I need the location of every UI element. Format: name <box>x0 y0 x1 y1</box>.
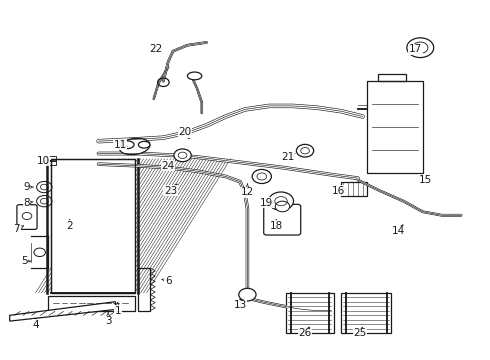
Bar <box>50 159 135 293</box>
Circle shape <box>269 192 294 210</box>
Ellipse shape <box>187 72 202 80</box>
Text: 19: 19 <box>260 198 274 208</box>
Text: 16: 16 <box>332 186 346 195</box>
Text: 11: 11 <box>114 140 127 150</box>
Text: 22: 22 <box>149 45 163 54</box>
Text: 5: 5 <box>21 256 31 266</box>
Text: 12: 12 <box>241 184 254 197</box>
Circle shape <box>275 201 290 212</box>
Text: 17: 17 <box>409 45 422 54</box>
Ellipse shape <box>119 138 150 155</box>
Ellipse shape <box>121 141 134 149</box>
Text: 13: 13 <box>234 299 247 310</box>
Bar <box>50 159 135 293</box>
Text: 24: 24 <box>162 161 175 171</box>
Text: 6: 6 <box>162 275 172 285</box>
Text: 4: 4 <box>33 319 39 330</box>
Text: 7: 7 <box>14 224 24 234</box>
Circle shape <box>239 288 256 301</box>
Text: 18: 18 <box>270 220 283 231</box>
Text: 20: 20 <box>178 127 192 139</box>
Bar <box>138 268 150 311</box>
Text: 23: 23 <box>164 184 177 195</box>
FancyBboxPatch shape <box>264 204 301 235</box>
Ellipse shape <box>138 141 150 148</box>
Bar <box>48 296 135 311</box>
Text: 3: 3 <box>105 313 111 326</box>
Bar <box>46 156 56 165</box>
Polygon shape <box>10 302 115 321</box>
Text: 2: 2 <box>67 220 73 231</box>
Text: 25: 25 <box>354 327 367 338</box>
Circle shape <box>252 170 271 184</box>
Circle shape <box>174 149 191 162</box>
Text: 21: 21 <box>282 152 295 162</box>
Text: 10: 10 <box>37 156 50 166</box>
Text: 15: 15 <box>418 174 432 185</box>
Text: 14: 14 <box>392 225 405 236</box>
Bar <box>286 293 334 333</box>
Circle shape <box>296 144 314 157</box>
Text: 26: 26 <box>298 327 312 338</box>
Bar <box>341 183 368 196</box>
Text: 8: 8 <box>23 198 33 208</box>
Text: 1: 1 <box>115 302 121 315</box>
Bar <box>341 293 392 333</box>
Text: 9: 9 <box>23 182 33 192</box>
Bar <box>368 81 423 173</box>
Bar <box>378 74 406 81</box>
